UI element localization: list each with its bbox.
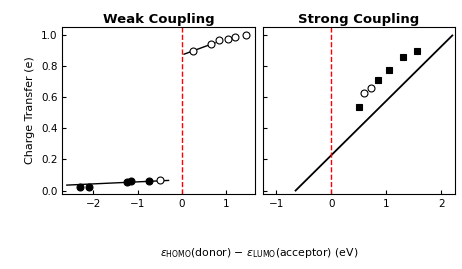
Text: $\varepsilon_{\rm HOMO}$(donor) $-$ $\varepsilon_{\rm LUMO}$(acceptor) (eV): $\varepsilon_{\rm HOMO}$(donor) $-$ $\va… <box>159 246 358 260</box>
Y-axis label: Charge Transfer (e): Charge Transfer (e) <box>25 56 36 164</box>
Title: Weak Coupling: Weak Coupling <box>103 13 214 26</box>
Title: Strong Coupling: Strong Coupling <box>298 13 419 26</box>
